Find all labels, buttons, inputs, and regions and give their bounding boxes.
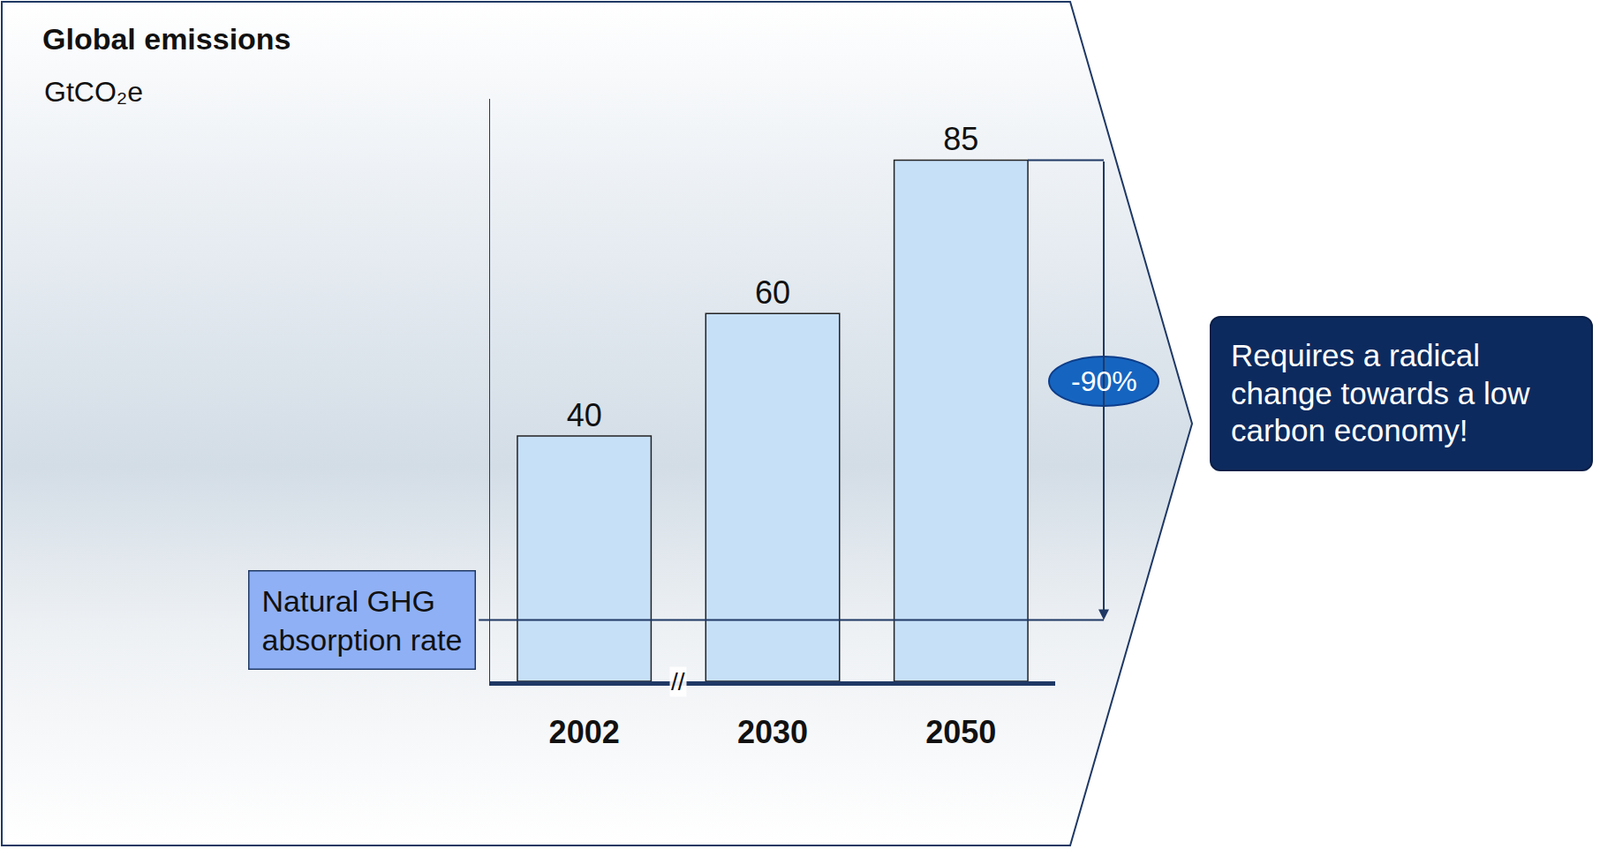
svg-text:2050: 2050 xyxy=(925,714,997,751)
svg-text://: // xyxy=(671,668,686,696)
html-text:Requires a radical change towa: Requires a radical change towards a low … xyxy=(1230,338,1530,449)
svg-text:60: 60 xyxy=(754,274,791,311)
svg-text:Natural GHGabsorption rate: Natural GHGabsorption rate xyxy=(262,584,463,657)
svg-text:-90%: -90% xyxy=(1071,365,1138,398)
svg-text:GtCO₂e: GtCO₂e xyxy=(44,75,144,108)
svg-text:40: 40 xyxy=(566,397,603,434)
svg-text:Global emissions: Global emissions xyxy=(42,22,292,56)
svg-text:2030: 2030 xyxy=(737,714,808,751)
svg-text:85: 85 xyxy=(943,120,979,158)
svg-text:2002: 2002 xyxy=(549,714,620,751)
